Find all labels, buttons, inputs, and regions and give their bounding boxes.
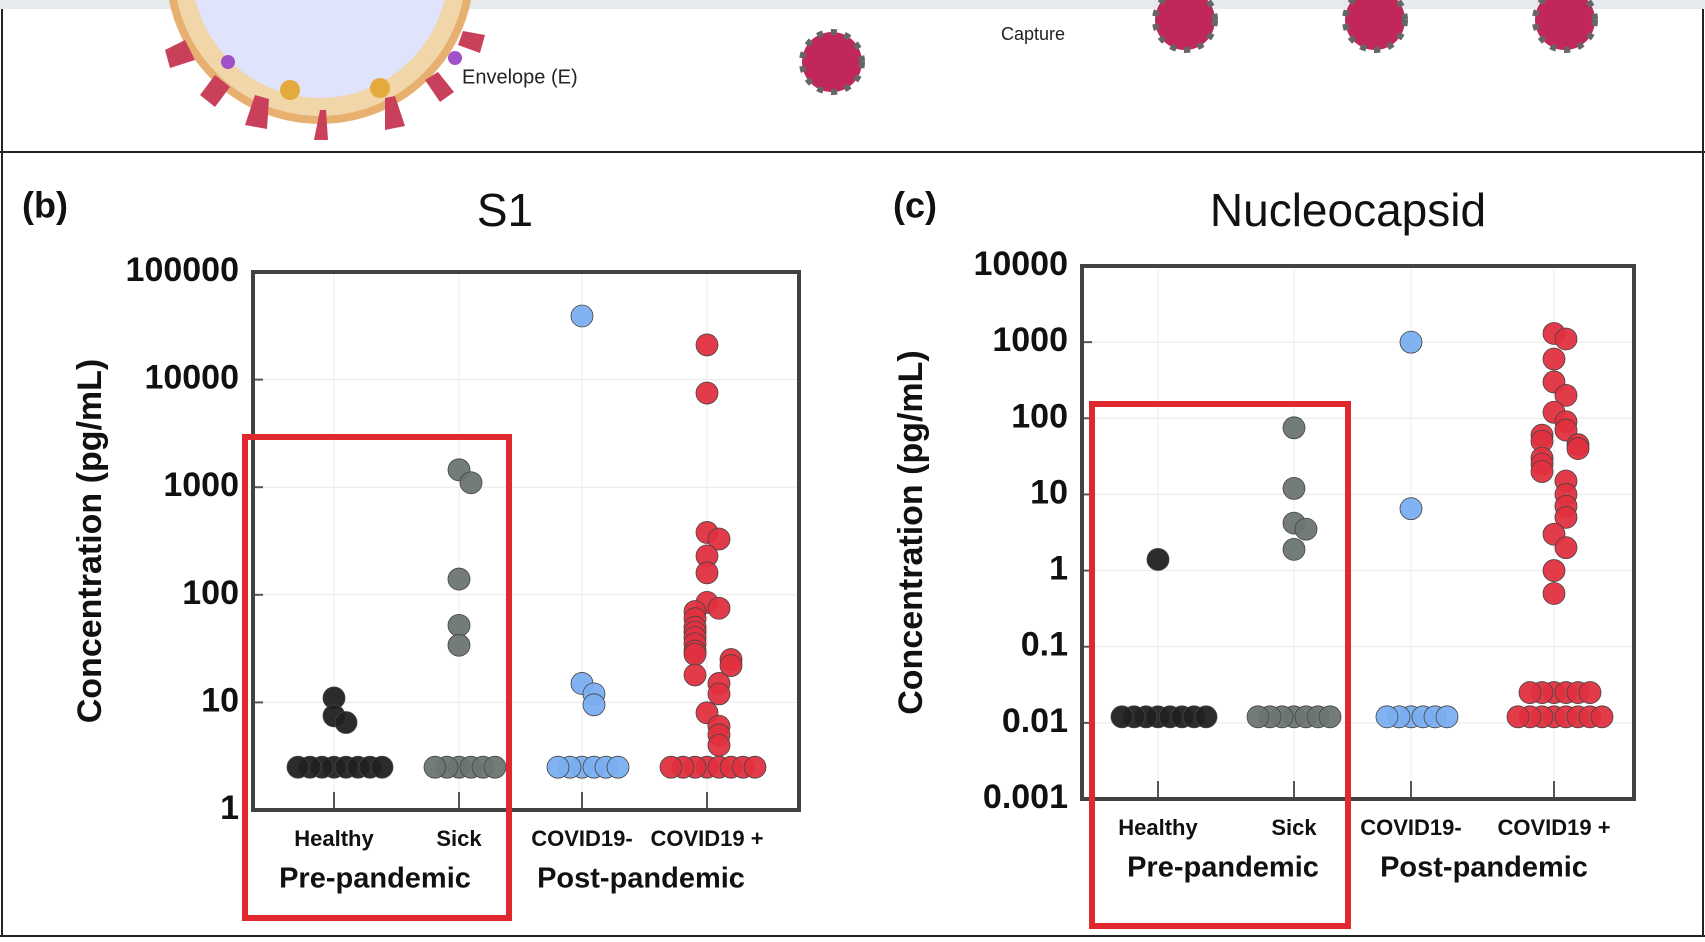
data-point	[1566, 437, 1590, 460]
data-point	[570, 304, 594, 328]
x-tick-label: Healthy	[1118, 815, 1198, 840]
data-point	[1146, 548, 1170, 571]
y-tick-label: 100	[182, 574, 239, 612]
y-axis-label: Concentration (pg/mL)	[71, 359, 109, 724]
y-tick-label: 100000	[126, 251, 239, 289]
data-point	[1542, 559, 1566, 582]
data-point	[1542, 347, 1566, 371]
x-tick-label: Sick	[436, 826, 482, 851]
data-point	[1542, 582, 1566, 605]
top-band	[0, 0, 1705, 9]
y-tick-label: 10	[201, 681, 239, 719]
data-point	[546, 755, 570, 779]
data-point	[334, 711, 358, 734]
data-point	[1399, 497, 1423, 521]
data-point	[707, 596, 731, 620]
data-point	[707, 682, 731, 706]
data-point	[370, 755, 394, 779]
data-point	[447, 567, 471, 591]
group-label: Pre-pandemic	[279, 863, 471, 895]
x-tick-label: COVID19-	[1360, 815, 1461, 840]
x-tick-label: COVID19 +	[650, 826, 763, 851]
group-label: Post-pandemic	[1380, 852, 1588, 884]
data-point	[1399, 330, 1423, 354]
data-point	[1282, 416, 1306, 440]
data-point	[695, 561, 719, 585]
chart-title: S1	[477, 184, 533, 236]
x-tick-label: COVID19-	[531, 826, 632, 851]
data-point	[1554, 536, 1578, 560]
data-point	[1294, 517, 1318, 541]
data-point	[423, 755, 447, 779]
y-tick-label: 1000	[992, 321, 1068, 359]
data-point	[1282, 476, 1306, 500]
y-tick-label: 0.01	[1002, 702, 1068, 740]
chart-title: Nucleocapsid	[1210, 184, 1486, 236]
data-point	[1554, 505, 1578, 529]
data-point	[743, 755, 767, 779]
data-point	[719, 654, 743, 677]
y-tick-label: 10000	[144, 359, 239, 397]
data-point	[483, 755, 507, 779]
highlight-box	[1089, 401, 1351, 929]
data-point	[707, 527, 731, 551]
group-label: Pre-pandemic	[1127, 852, 1319, 884]
data-point	[1554, 383, 1578, 407]
data-point	[1506, 705, 1530, 729]
data-point	[459, 471, 483, 495]
panel-label: (c)	[893, 185, 937, 226]
data-point	[606, 755, 630, 779]
y-tick-label: 1	[220, 789, 239, 827]
y-axis-label: Concentration (pg/mL)	[892, 350, 930, 715]
data-point	[1375, 705, 1399, 729]
y-tick-label: 0.1	[1021, 626, 1068, 664]
data-point	[1110, 705, 1134, 729]
group-label: Post-pandemic	[537, 863, 745, 895]
y-tick-label: 100	[1011, 397, 1068, 435]
virus-diagram	[165, 0, 485, 140]
x-tick-label: Healthy	[294, 826, 374, 851]
x-tick-label: COVID19 +	[1497, 815, 1610, 840]
data-point	[1246, 705, 1270, 729]
data-point	[1318, 705, 1342, 729]
y-tick-label: 10	[1030, 473, 1068, 511]
data-point	[286, 755, 310, 779]
x-tick-label: Sick	[1271, 815, 1317, 840]
data-point	[695, 333, 719, 357]
data-point	[1518, 681, 1542, 704]
y-tick-label: 1000	[163, 466, 239, 504]
data-point	[659, 755, 683, 779]
data-point	[683, 663, 707, 687]
data-point	[1435, 705, 1459, 729]
highlight-box	[242, 434, 512, 921]
diagram-label: Capture	[1001, 24, 1065, 44]
y-tick-label: 0.001	[983, 778, 1068, 816]
data-point	[707, 733, 731, 757]
data-point	[1194, 705, 1218, 729]
panel-label: (b)	[22, 185, 68, 226]
data-point	[1282, 537, 1306, 561]
plot-frame	[251, 270, 801, 812]
y-tick-label: 10000	[973, 245, 1068, 283]
data-point	[447, 633, 471, 657]
virus-icons	[799, 0, 1598, 95]
data-point	[695, 381, 719, 405]
y-tick-label: 1	[1049, 550, 1068, 588]
data-point	[582, 693, 606, 717]
data-point	[683, 642, 707, 666]
plot-frame	[1080, 264, 1636, 801]
data-point	[1554, 327, 1578, 351]
diagram-label: Envelope (E)	[462, 66, 578, 88]
data-point	[1578, 681, 1602, 704]
data-point	[447, 613, 471, 637]
data-point	[1530, 460, 1554, 483]
data-point	[1590, 705, 1614, 729]
